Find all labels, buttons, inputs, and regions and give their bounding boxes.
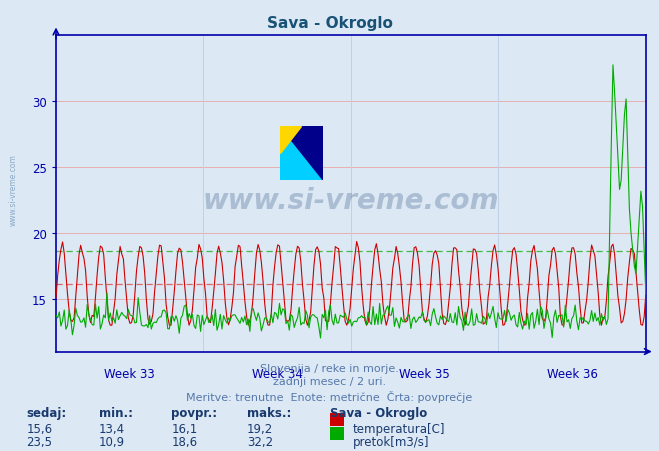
Text: Week 34: Week 34 xyxy=(252,368,302,381)
Text: Slovenija / reke in morje.: Slovenija / reke in morje. xyxy=(260,363,399,373)
Text: povpr.:: povpr.: xyxy=(171,406,217,419)
Text: maks.:: maks.: xyxy=(247,406,291,419)
Text: zadnji mesec / 2 uri.: zadnji mesec / 2 uri. xyxy=(273,377,386,387)
Text: min.:: min.: xyxy=(99,406,133,419)
Text: 19,2: 19,2 xyxy=(247,422,273,435)
Text: 23,5: 23,5 xyxy=(26,435,52,448)
Polygon shape xyxy=(280,126,301,153)
Text: 10,9: 10,9 xyxy=(99,435,125,448)
Polygon shape xyxy=(280,126,323,180)
Text: 15,6: 15,6 xyxy=(26,422,53,435)
Text: Week 35: Week 35 xyxy=(399,368,450,381)
Text: www.si-vreme.com: www.si-vreme.com xyxy=(9,153,18,226)
Polygon shape xyxy=(280,126,323,180)
Text: 13,4: 13,4 xyxy=(99,422,125,435)
Text: sedaj:: sedaj: xyxy=(26,406,67,419)
Text: 16,1: 16,1 xyxy=(171,422,198,435)
Text: www.si-vreme.com: www.si-vreme.com xyxy=(203,186,499,214)
Text: Week 33: Week 33 xyxy=(104,368,155,381)
Text: 18,6: 18,6 xyxy=(171,435,198,448)
Text: Sava - Okroglo: Sava - Okroglo xyxy=(330,406,427,419)
Polygon shape xyxy=(280,126,301,153)
Text: 32,2: 32,2 xyxy=(247,435,273,448)
Text: Sava - Okroglo: Sava - Okroglo xyxy=(266,16,393,31)
Text: Meritve: trenutne  Enote: metrične  Črta: povprečje: Meritve: trenutne Enote: metrične Črta: … xyxy=(186,390,473,402)
Text: pretok[m3/s]: pretok[m3/s] xyxy=(353,435,429,448)
Text: Week 36: Week 36 xyxy=(547,368,598,381)
Text: temperatura[C]: temperatura[C] xyxy=(353,422,445,435)
